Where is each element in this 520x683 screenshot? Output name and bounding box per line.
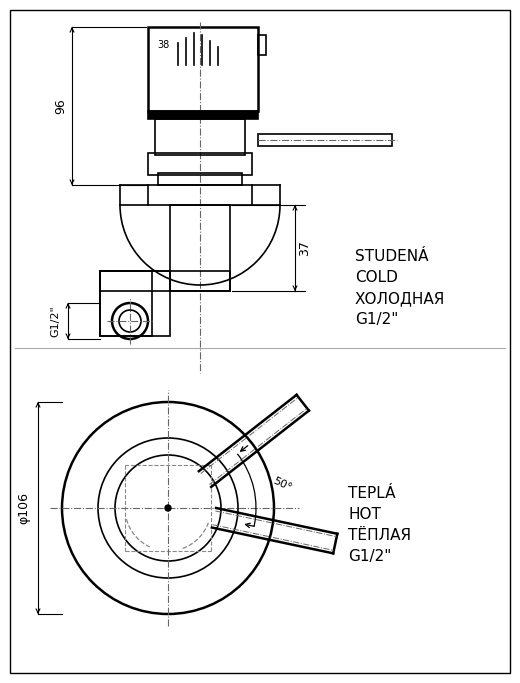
Text: 50°: 50° [271, 475, 293, 493]
Text: φ106: φ106 [18, 492, 31, 524]
Text: TEPLÁ
HOT
ТЁПЛАЯ
G1/2": TEPLÁ HOT ТЁПЛАЯ G1/2" [348, 486, 411, 564]
Bar [100, 271, 152, 336]
Bar [258, 35, 266, 55]
Bar [148, 111, 258, 119]
Bar [148, 27, 258, 111]
Text: 37: 37 [298, 240, 311, 256]
Bar [158, 173, 242, 185]
Bar [258, 134, 392, 146]
Text: STUDENÁ
COLD
ХОЛОДНАЯ
G1/2": STUDENÁ COLD ХОЛОДНАЯ G1/2" [355, 249, 445, 327]
Text: 38: 38 [157, 40, 169, 50]
Bar [148, 111, 258, 119]
Bar [148, 153, 252, 175]
Bar [155, 119, 245, 155]
Circle shape [165, 505, 171, 511]
Text: G1/2": G1/2" [50, 305, 60, 337]
Bar [170, 205, 230, 291]
Bar [100, 271, 230, 291]
Bar [100, 271, 170, 336]
Text: 96: 96 [55, 98, 68, 114]
